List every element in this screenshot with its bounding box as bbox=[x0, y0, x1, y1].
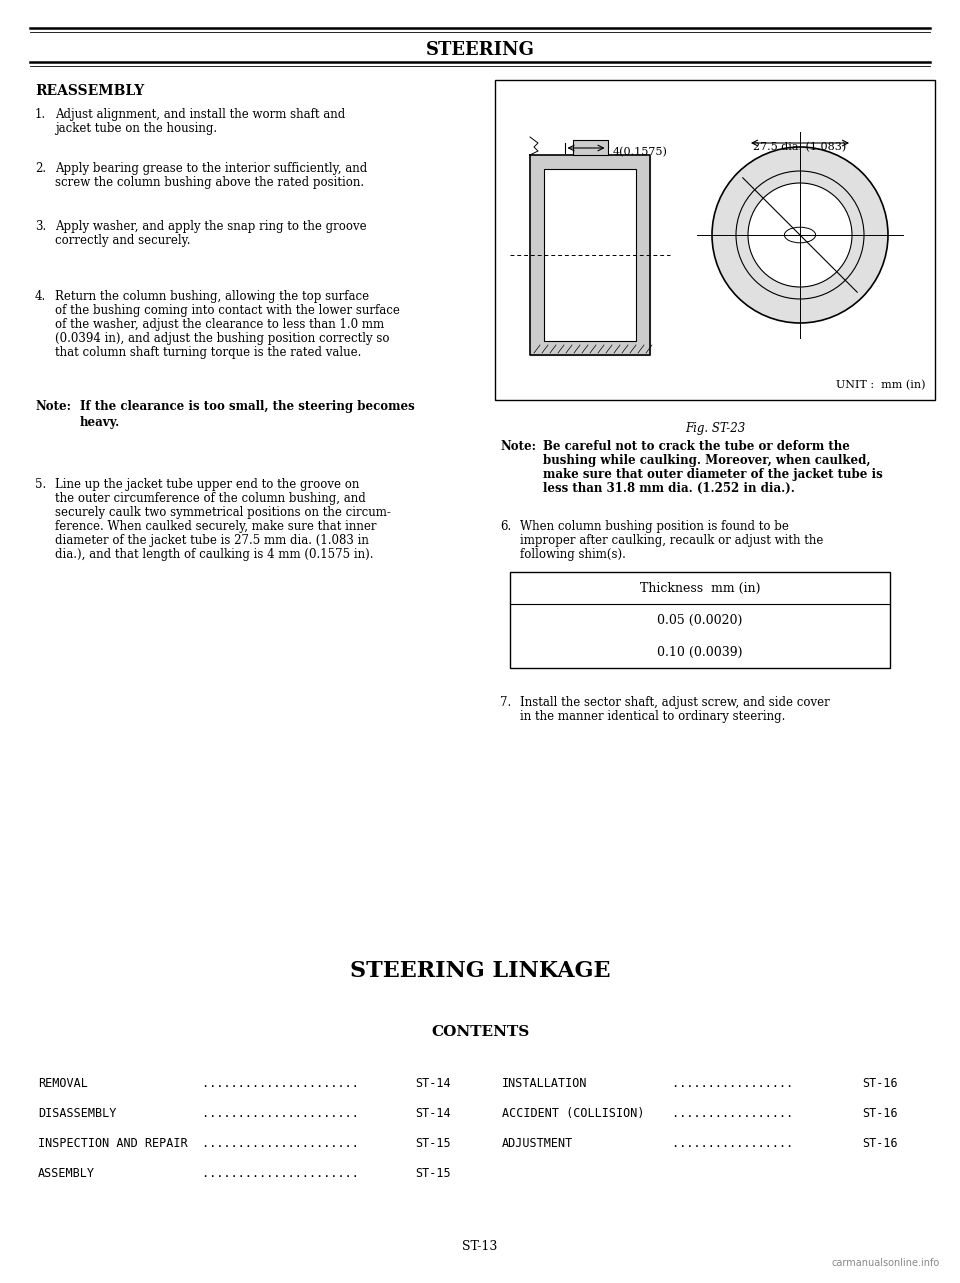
Text: 6.: 6. bbox=[500, 520, 512, 532]
Text: Line up the jacket tube upper end to the groove on: Line up the jacket tube upper end to the… bbox=[55, 479, 359, 491]
Text: of the washer, adjust the clearance to less than 1.0 mm: of the washer, adjust the clearance to l… bbox=[55, 318, 384, 331]
Text: ......................: ...................... bbox=[195, 1107, 366, 1120]
Text: heavy.: heavy. bbox=[80, 416, 120, 429]
Text: 0.05 (0.0020): 0.05 (0.0020) bbox=[658, 613, 743, 626]
Circle shape bbox=[748, 183, 852, 287]
Text: ST-16: ST-16 bbox=[862, 1137, 898, 1150]
Text: screw the column bushing above the rated position.: screw the column bushing above the rated… bbox=[55, 176, 364, 189]
Text: ST-14: ST-14 bbox=[415, 1107, 450, 1120]
Text: dia.), and that length of caulking is 4 mm (0.1575 in).: dia.), and that length of caulking is 4 … bbox=[55, 548, 373, 561]
Text: ADJUSTMENT: ADJUSTMENT bbox=[502, 1137, 573, 1150]
Text: STEERING: STEERING bbox=[425, 41, 535, 59]
Text: jacket tube on the housing.: jacket tube on the housing. bbox=[55, 122, 217, 135]
Text: Return the column bushing, allowing the top surface: Return the column bushing, allowing the … bbox=[55, 290, 370, 303]
Text: diameter of the jacket tube is 27.5 mm dia. (1.083 in: diameter of the jacket tube is 27.5 mm d… bbox=[55, 534, 369, 547]
Bar bbox=[544, 169, 636, 341]
Circle shape bbox=[736, 171, 864, 299]
Text: ......................: ...................... bbox=[195, 1137, 366, 1150]
Circle shape bbox=[712, 148, 888, 323]
Text: of the bushing coming into contact with the lower surface: of the bushing coming into contact with … bbox=[55, 304, 400, 317]
Text: 4.: 4. bbox=[35, 290, 46, 303]
Text: 2.: 2. bbox=[35, 162, 46, 174]
Text: Apply washer, and apply the snap ring to the groove: Apply washer, and apply the snap ring to… bbox=[55, 219, 367, 234]
Text: correctly and securely.: correctly and securely. bbox=[55, 234, 190, 248]
Text: .................: ................. bbox=[665, 1076, 801, 1091]
Text: 3.: 3. bbox=[35, 219, 46, 234]
Text: DISASSEMBLY: DISASSEMBLY bbox=[38, 1107, 116, 1120]
Text: following shim(s).: following shim(s). bbox=[520, 548, 626, 561]
Text: ST-15: ST-15 bbox=[415, 1137, 450, 1150]
Text: REASSEMBLY: REASSEMBLY bbox=[35, 83, 144, 98]
Text: REMOVAL: REMOVAL bbox=[38, 1076, 88, 1091]
Text: the outer circumference of the column bushing, and: the outer circumference of the column bu… bbox=[55, 491, 366, 506]
Text: ......................: ...................... bbox=[195, 1076, 366, 1091]
Text: Install the sector shaft, adjust screw, and side cover: Install the sector shaft, adjust screw, … bbox=[520, 695, 829, 709]
Text: Fig. ST-23: Fig. ST-23 bbox=[684, 422, 745, 435]
Text: (0.0394 in), and adjust the bushing position correctly so: (0.0394 in), and adjust the bushing posi… bbox=[55, 332, 390, 345]
Text: Thickness  mm (in): Thickness mm (in) bbox=[639, 581, 760, 594]
Text: ST-15: ST-15 bbox=[415, 1168, 450, 1180]
Text: improper after caulking, recaulk or adjust with the: improper after caulking, recaulk or adju… bbox=[520, 534, 824, 547]
Text: make sure that outer diameter of the jacket tube is: make sure that outer diameter of the jac… bbox=[543, 468, 883, 481]
Text: ST-13: ST-13 bbox=[463, 1239, 497, 1253]
Text: UNIT :  mm (in): UNIT : mm (in) bbox=[835, 380, 925, 390]
Text: bushing while caulking. Moreover, when caulked,: bushing while caulking. Moreover, when c… bbox=[543, 454, 871, 467]
Text: Adjust alignment, and install the worm shaft and: Adjust alignment, and install the worm s… bbox=[55, 108, 346, 121]
Bar bbox=[495, 80, 935, 400]
Text: ference. When caulked securely, make sure that inner: ference. When caulked securely, make sur… bbox=[55, 520, 376, 532]
Text: Apply bearing grease to the interior sufficiently, and: Apply bearing grease to the interior suf… bbox=[55, 162, 368, 174]
Text: 1.: 1. bbox=[35, 108, 46, 121]
Text: 0.10 (0.0039): 0.10 (0.0039) bbox=[658, 645, 743, 658]
Text: in the manner identical to ordinary steering.: in the manner identical to ordinary stee… bbox=[520, 709, 785, 724]
Text: .................: ................. bbox=[665, 1137, 801, 1150]
Text: 7.: 7. bbox=[500, 695, 512, 709]
Text: ......................: ...................... bbox=[195, 1168, 366, 1180]
Text: STEERING LINKAGE: STEERING LINKAGE bbox=[349, 960, 611, 981]
Bar bbox=[572, 140, 608, 155]
Text: INSPECTION AND REPAIR: INSPECTION AND REPAIR bbox=[38, 1137, 187, 1150]
Text: carmanualsonline.info: carmanualsonline.info bbox=[831, 1259, 940, 1268]
Text: Note:: Note: bbox=[500, 440, 536, 453]
Text: that column shaft turning torque is the rated value.: that column shaft turning torque is the … bbox=[55, 346, 361, 359]
Text: 5.: 5. bbox=[35, 479, 46, 491]
Text: 4(0.1575): 4(0.1575) bbox=[612, 146, 667, 157]
Text: securely caulk two symmetrical positions on the circum-: securely caulk two symmetrical positions… bbox=[55, 506, 391, 520]
Text: If the clearance is too small, the steering becomes: If the clearance is too small, the steer… bbox=[80, 400, 415, 413]
Text: ST-16: ST-16 bbox=[862, 1076, 898, 1091]
Text: When column bushing position is found to be: When column bushing position is found to… bbox=[520, 520, 789, 532]
Text: ASSEMBLY: ASSEMBLY bbox=[38, 1168, 95, 1180]
Text: Note:: Note: bbox=[35, 400, 71, 413]
Bar bbox=[510, 572, 890, 668]
Text: ST-14: ST-14 bbox=[415, 1076, 450, 1091]
Text: ST-16: ST-16 bbox=[862, 1107, 898, 1120]
Text: 27.5 dia. (1.083): 27.5 dia. (1.083) bbox=[753, 142, 847, 153]
Text: Be careful not to crack the tube or deform the: Be careful not to crack the tube or defo… bbox=[543, 440, 850, 453]
Text: ACCIDENT (COLLISION): ACCIDENT (COLLISION) bbox=[502, 1107, 644, 1120]
Text: INSTALLATION: INSTALLATION bbox=[502, 1076, 588, 1091]
Text: .................: ................. bbox=[665, 1107, 801, 1120]
Polygon shape bbox=[530, 155, 650, 355]
Text: less than 31.8 mm dia. (1.252 in dia.).: less than 31.8 mm dia. (1.252 in dia.). bbox=[543, 482, 795, 495]
Text: CONTENTS: CONTENTS bbox=[431, 1025, 529, 1039]
